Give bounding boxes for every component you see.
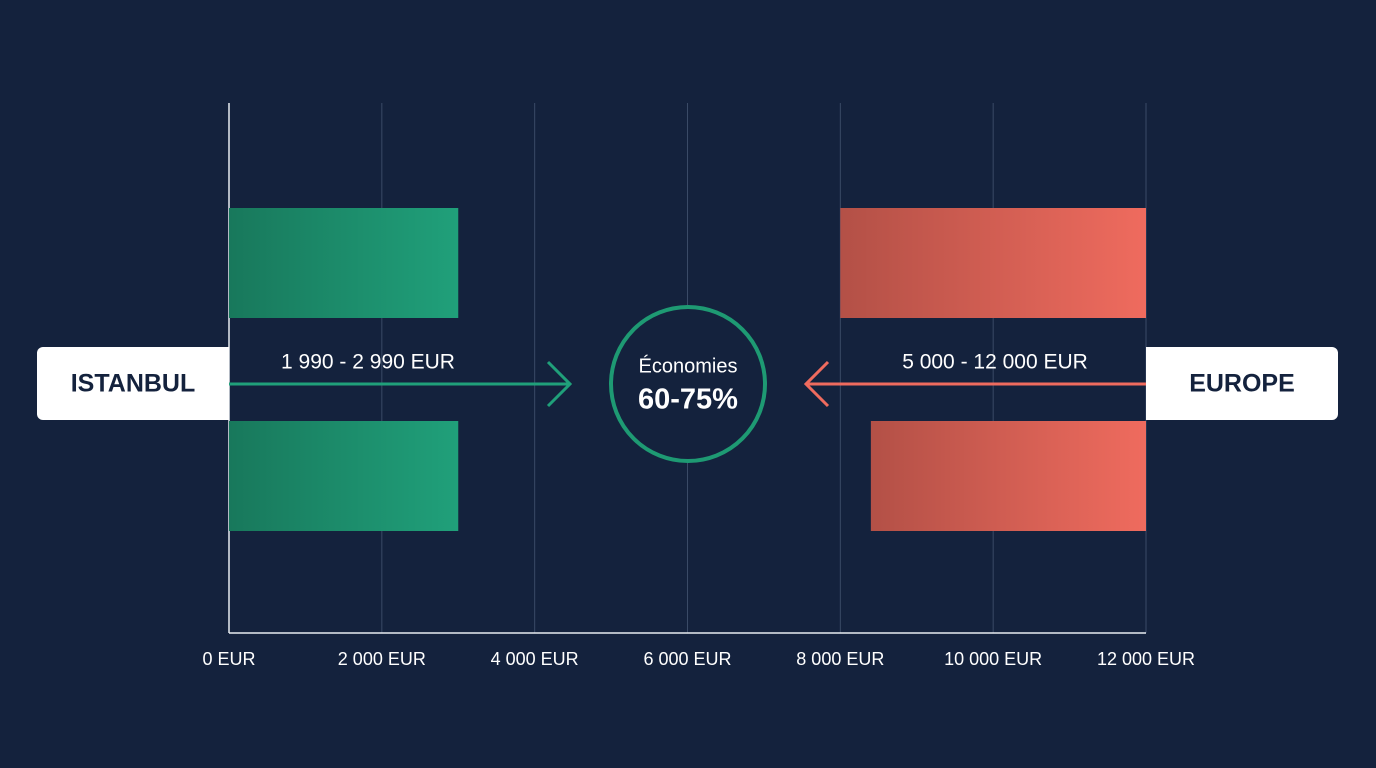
legend-box	[37, 347, 229, 420]
bar-shade	[229, 208, 459, 318]
x-tick-label: 6 000 EUR	[643, 649, 731, 669]
x-tick-label: 12 000 EUR	[1097, 649, 1195, 669]
legend-label: EUROPE	[1189, 370, 1295, 398]
range-label: 1 990 - 2 990 EUR	[281, 351, 455, 374]
bar-shade	[840, 208, 1146, 318]
x-tick-label: 10 000 EUR	[944, 649, 1042, 669]
x-tick-label: 8 000 EUR	[796, 649, 884, 669]
annotation-value: 60-75%	[638, 384, 738, 416]
x-tick-label: 2 000 EUR	[338, 649, 426, 669]
x-tick-label: 4 000 EUR	[491, 649, 579, 669]
annotation-title: Économies	[639, 354, 738, 377]
arrow	[803, 360, 1146, 408]
savings-badge	[609, 305, 767, 463]
legend-label: ISTANBUL	[71, 370, 196, 398]
bar-shade	[870, 421, 1146, 531]
x-tick-label: 0 EUR	[202, 649, 255, 669]
range-label: 5 000 - 12 000 EUR	[902, 351, 1088, 374]
arrow	[229, 360, 573, 408]
legend-box	[1146, 347, 1338, 420]
bar-shade	[229, 421, 459, 531]
